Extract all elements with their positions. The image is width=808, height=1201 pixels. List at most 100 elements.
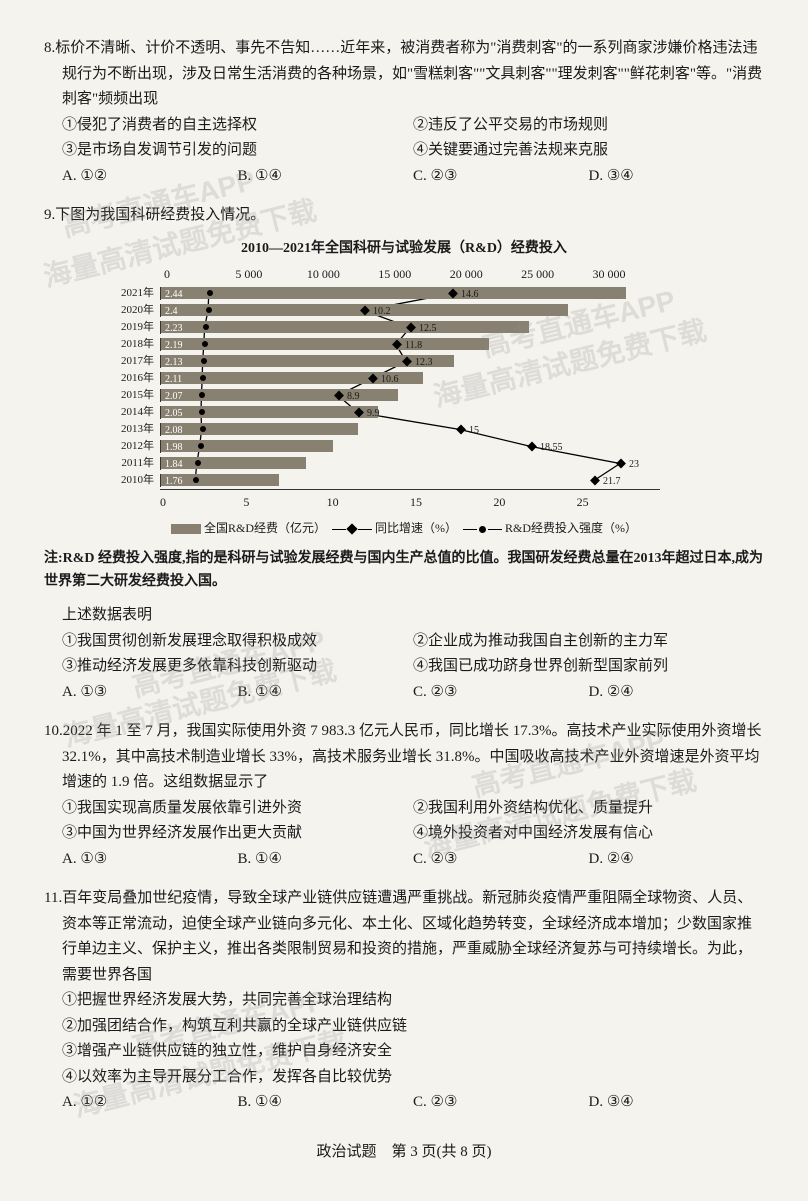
intensity-dot-icon — [206, 307, 212, 313]
chart-row: 2016年2.1110.6 — [104, 370, 704, 387]
q9-num: 9. — [44, 207, 55, 223]
q10-opt-a[interactable]: A. ①③ — [62, 847, 238, 873]
q8-stem-text: 标价不清晰、计价不透明、事先不告知……近年来，被消费者称为"消费刺客"的一系列商… — [55, 40, 762, 107]
intensity-value: 2.05 — [165, 405, 183, 422]
bar: 1.76 — [161, 474, 279, 486]
q9-s4: ④我国已成功跻身世界创新型国家前列 — [413, 654, 764, 680]
q8-opt-a[interactable]: A. ①② — [62, 164, 238, 190]
bar: 1.84 — [161, 457, 306, 469]
legend-intensity-label: R&D经费投入强度（%） — [505, 521, 637, 535]
year-label: 2011年 — [104, 454, 160, 473]
bar-area: 1.9818.55 — [160, 440, 704, 453]
top-tick: 25 000 — [521, 264, 592, 284]
year-label: 2013年 — [104, 420, 160, 439]
chart-rows: 2021年2.4414.62020年2.410.22019年2.2312.520… — [104, 285, 704, 489]
q9-opt-d[interactable]: D. ②④ — [589, 680, 765, 706]
q8-s3: ③是市场自发调节引发的问题 — [62, 138, 413, 164]
intensity-value: 1.98 — [165, 439, 183, 456]
q9-prompt: 上述数据表明 — [44, 603, 764, 629]
q11-stem: 11.百年变局叠加世纪疫情，导致全球产业链供应链遭遇严重挑战。新冠肺炎疫情严重阻… — [44, 886, 764, 988]
year-label: 2019年 — [104, 318, 160, 337]
chart-row: 2010年1.7621.7 — [104, 472, 704, 489]
q11-opt-a[interactable]: A. ①② — [62, 1090, 238, 1116]
intensity-dot-icon — [200, 426, 206, 432]
year-label: 2020年 — [104, 301, 160, 320]
growth-value: 11.8 — [405, 337, 422, 354]
growth-diamond-icon — [616, 458, 626, 468]
q11-opt-d[interactable]: D. ③④ — [589, 1090, 765, 1116]
intensity-dot-icon — [198, 443, 204, 449]
bar-area: 2.1312.3 — [160, 355, 704, 368]
question-10: 10.2022 年 1 至 7 月，我国实际使用外资 7 983.3 亿元人民币… — [44, 719, 764, 872]
growth-value: 9.9 — [367, 405, 380, 422]
question-8: 8.标价不清晰、计价不透明、事先不告知……近年来，被消费者称为"消费刺客"的一系… — [44, 36, 764, 189]
growth-value: 23 — [629, 456, 639, 473]
bar-area: 2.2312.5 — [160, 321, 704, 334]
chart-top-axis: 05 00010 00015 00020 00025 00030 000 — [164, 264, 664, 284]
year-label: 2016年 — [104, 369, 160, 388]
q10-opt-c[interactable]: C. ②③ — [413, 847, 589, 873]
chart-row: 2014年2.059.9 — [104, 404, 704, 421]
question-9: 9.下图为我国科研经费投入情况。 2010—2021年全国科研与试验发展（R&D… — [44, 203, 764, 705]
growth-diamond-icon — [456, 424, 466, 434]
bar: 2.07 — [161, 389, 398, 401]
intensity-value: 2.07 — [165, 388, 183, 405]
q9-opt-c[interactable]: C. ②③ — [413, 680, 589, 706]
bar: 2.44 — [161, 287, 626, 299]
intensity-value: 2.19 — [165, 337, 183, 354]
legend-dot-icon — [479, 526, 486, 533]
intensity-dot-icon — [195, 460, 201, 466]
bar: 2.23 — [161, 321, 529, 333]
year-label: 2010年 — [104, 471, 160, 490]
bar-area: 2.08 15 — [160, 423, 704, 436]
chart-row: 2011年1.84 23 — [104, 455, 704, 472]
q10-s4: ④境外投资者对中国经济发展有信心 — [413, 821, 764, 847]
q10-num: 10. — [44, 723, 63, 739]
growth-diamond-icon — [590, 475, 600, 485]
year-label: 2012年 — [104, 437, 160, 456]
bottom-tick: 10 — [327, 492, 410, 512]
bar-area: 1.84 23 — [160, 457, 704, 470]
chart-row: 2021年2.4414.6 — [104, 285, 704, 302]
intensity-dot-icon — [199, 409, 205, 415]
intensity-value: 2.4 — [165, 303, 178, 320]
q10-opt-d[interactable]: D. ②④ — [589, 847, 765, 873]
intensity-dot-icon — [193, 477, 199, 483]
intensity-dot-icon — [203, 324, 209, 330]
bottom-tick: 0 — [160, 492, 243, 512]
q9-stem-text: 下图为我国科研经费投入情况。 — [55, 207, 265, 223]
q11-num: 11. — [44, 890, 62, 906]
q11-opt-b[interactable]: B. ①④ — [238, 1090, 414, 1116]
top-tick: 20 000 — [450, 264, 521, 284]
intensity-value: 2.08 — [165, 422, 183, 439]
q9-opt-b[interactable]: B. ①④ — [238, 680, 414, 706]
q8-opt-b[interactable]: B. ①④ — [238, 164, 414, 190]
intensity-dot-icon — [207, 290, 213, 296]
growth-value: 12.5 — [419, 320, 437, 337]
q9-opt-a[interactable]: A. ①③ — [62, 680, 238, 706]
year-label: 2018年 — [104, 335, 160, 354]
growth-value: 8.9 — [347, 388, 360, 405]
growth-value: 14.6 — [461, 286, 479, 303]
bar-area: 2.05 9.9 — [160, 406, 704, 419]
growth-value: 15 — [469, 422, 479, 439]
year-label: 2015年 — [104, 386, 160, 405]
q10-opt-b[interactable]: B. ①④ — [238, 847, 414, 873]
intensity-value: 2.44 — [165, 286, 183, 303]
legend-line4 — [488, 529, 502, 530]
bar-area: 2.4 10.2 — [160, 304, 704, 317]
q8-opt-d[interactable]: D. ③④ — [589, 164, 765, 190]
year-label: 2021年 — [104, 284, 160, 303]
bar-area: 2.19 11.8 — [160, 338, 704, 351]
growth-value: 10.2 — [373, 303, 391, 320]
q10-s3: ③中国为世界经济发展作出更大贡献 — [62, 821, 413, 847]
legend-line1 — [332, 529, 346, 530]
q11-s4: ④以效率为主导开展分工合作，发挥各自比较优势 — [44, 1065, 764, 1091]
legend-bar-label: 全国R&D经费（亿元） — [204, 521, 326, 535]
q11-opt-c[interactable]: C. ②③ — [413, 1090, 589, 1116]
q10-stem-text: 2022 年 1 至 7 月，我国实际使用外资 7 983.3 亿元人民币，同比… — [62, 723, 762, 790]
chart: 05 00010 00015 00020 00025 00030 000 202… — [104, 264, 704, 512]
top-tick: 0 — [164, 264, 235, 284]
growth-diamond-icon — [527, 441, 537, 451]
q8-opt-c[interactable]: C. ②③ — [413, 164, 589, 190]
